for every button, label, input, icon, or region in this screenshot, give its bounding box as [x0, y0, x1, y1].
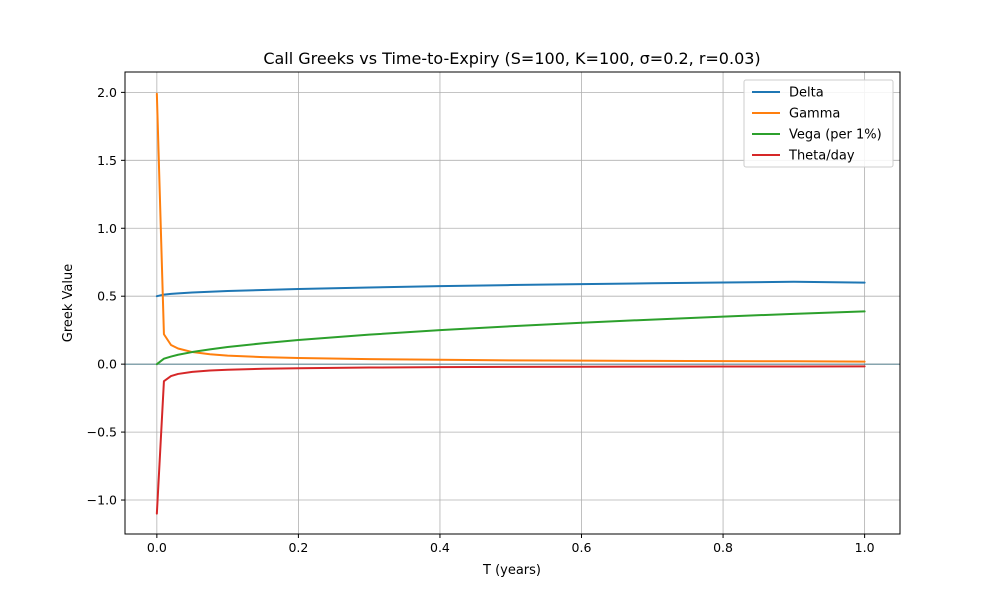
legend-label: Vega (per 1%) [789, 128, 882, 143]
legend-label: Delta [789, 86, 824, 101]
x-tick-label: 0.0 [147, 540, 167, 555]
series-line-vega-per-1 [155, 310, 866, 366]
y-tick-label: 0.5 [97, 289, 117, 304]
y-tick-label: 0.0 [97, 357, 117, 372]
x-tick-label: 0.4 [430, 540, 450, 555]
x-tick-label: 0.2 [288, 540, 308, 555]
x-axis-label: T (years) [482, 563, 541, 578]
y-tick-label: −1.0 [87, 493, 117, 508]
axis-ticks: 0.0 0.2 0.4 0.6 0.8 1.0 −1.0 −0.5 0.0 0.5 1.0 1.5 2.… [87, 85, 875, 555]
y-axis-label: Greek Value [61, 264, 76, 343]
series-lines [155, 92, 866, 515]
series-line-gamma [155, 92, 866, 363]
plot-frame [124, 71, 901, 535]
chart-title: Call Greeks vs Time-to-Expiry (S=100, K=… [263, 49, 760, 68]
legend: Delta Gamma Vega (per 1%) Theta/day [743, 79, 894, 168]
legend-box [743, 79, 894, 168]
series-line-delta [155, 280, 866, 298]
y-tick-label: 1.0 [97, 221, 117, 236]
y-tick-label: −0.5 [87, 425, 117, 440]
series-line-theta-day [155, 365, 866, 515]
x-tick-label: 1.0 [855, 540, 875, 555]
legend-label: Gamma [789, 107, 840, 122]
legend-label: Theta/day [788, 149, 855, 164]
x-tick-label: 0.6 [572, 540, 592, 555]
y-tick-label: 2.0 [97, 85, 117, 100]
x-tick-label: 0.8 [713, 540, 733, 555]
y-tick-label: 1.5 [97, 153, 117, 168]
